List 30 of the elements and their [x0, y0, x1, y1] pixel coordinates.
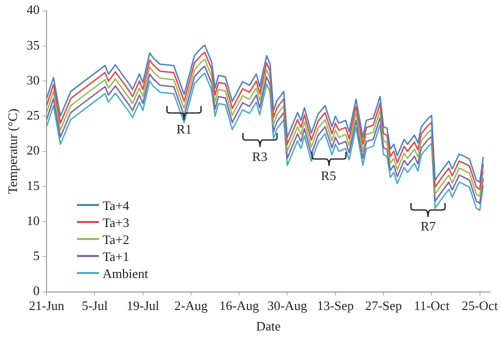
y-axis-title: Temperatur (°C)	[5, 108, 20, 194]
x-tick-label: 11-Oct	[414, 298, 450, 314]
y-tick-label: 5	[33, 248, 40, 264]
x-tick-label: 19-Jul	[126, 298, 160, 314]
y-tick-label: 40	[26, 2, 40, 18]
y-tick-label: 25	[26, 108, 40, 123]
legend-label: Ta+4	[102, 196, 130, 214]
annotation: R5	[320, 168, 336, 183]
legend-label: Ambient	[102, 264, 148, 282]
y-tick-label: 35	[26, 37, 40, 52]
y-tick-label: 0	[33, 283, 40, 298]
y-tick-label: 30	[26, 72, 40, 88]
x-tick-label: 25-Oct	[462, 298, 498, 314]
x-axis-title: Date	[256, 318, 281, 334]
annotation: R1	[176, 122, 192, 137]
x-tick-label: 21-Jun	[28, 298, 65, 314]
x-tick-label: 13-Sep	[316, 298, 354, 314]
x-tick-label: 2-Aug	[174, 298, 208, 314]
legend-label: Ta+3	[102, 214, 130, 231]
legend-label: Ta+2	[102, 230, 130, 248]
y-tick-label: 15	[26, 178, 40, 193]
x-tick-label: 30-Aug	[267, 298, 308, 314]
annotation: R3	[252, 148, 268, 164]
legend-label: Ta+1	[102, 248, 130, 265]
x-tick-label: 27-Sep	[365, 298, 402, 314]
y-tick-label: 10	[26, 212, 40, 228]
x-tick-label: 5-Jul	[82, 298, 108, 314]
y-tick-label: 20	[26, 142, 40, 158]
annotation: R7	[420, 218, 436, 234]
x-tick-label: 16-Aug	[219, 298, 260, 314]
